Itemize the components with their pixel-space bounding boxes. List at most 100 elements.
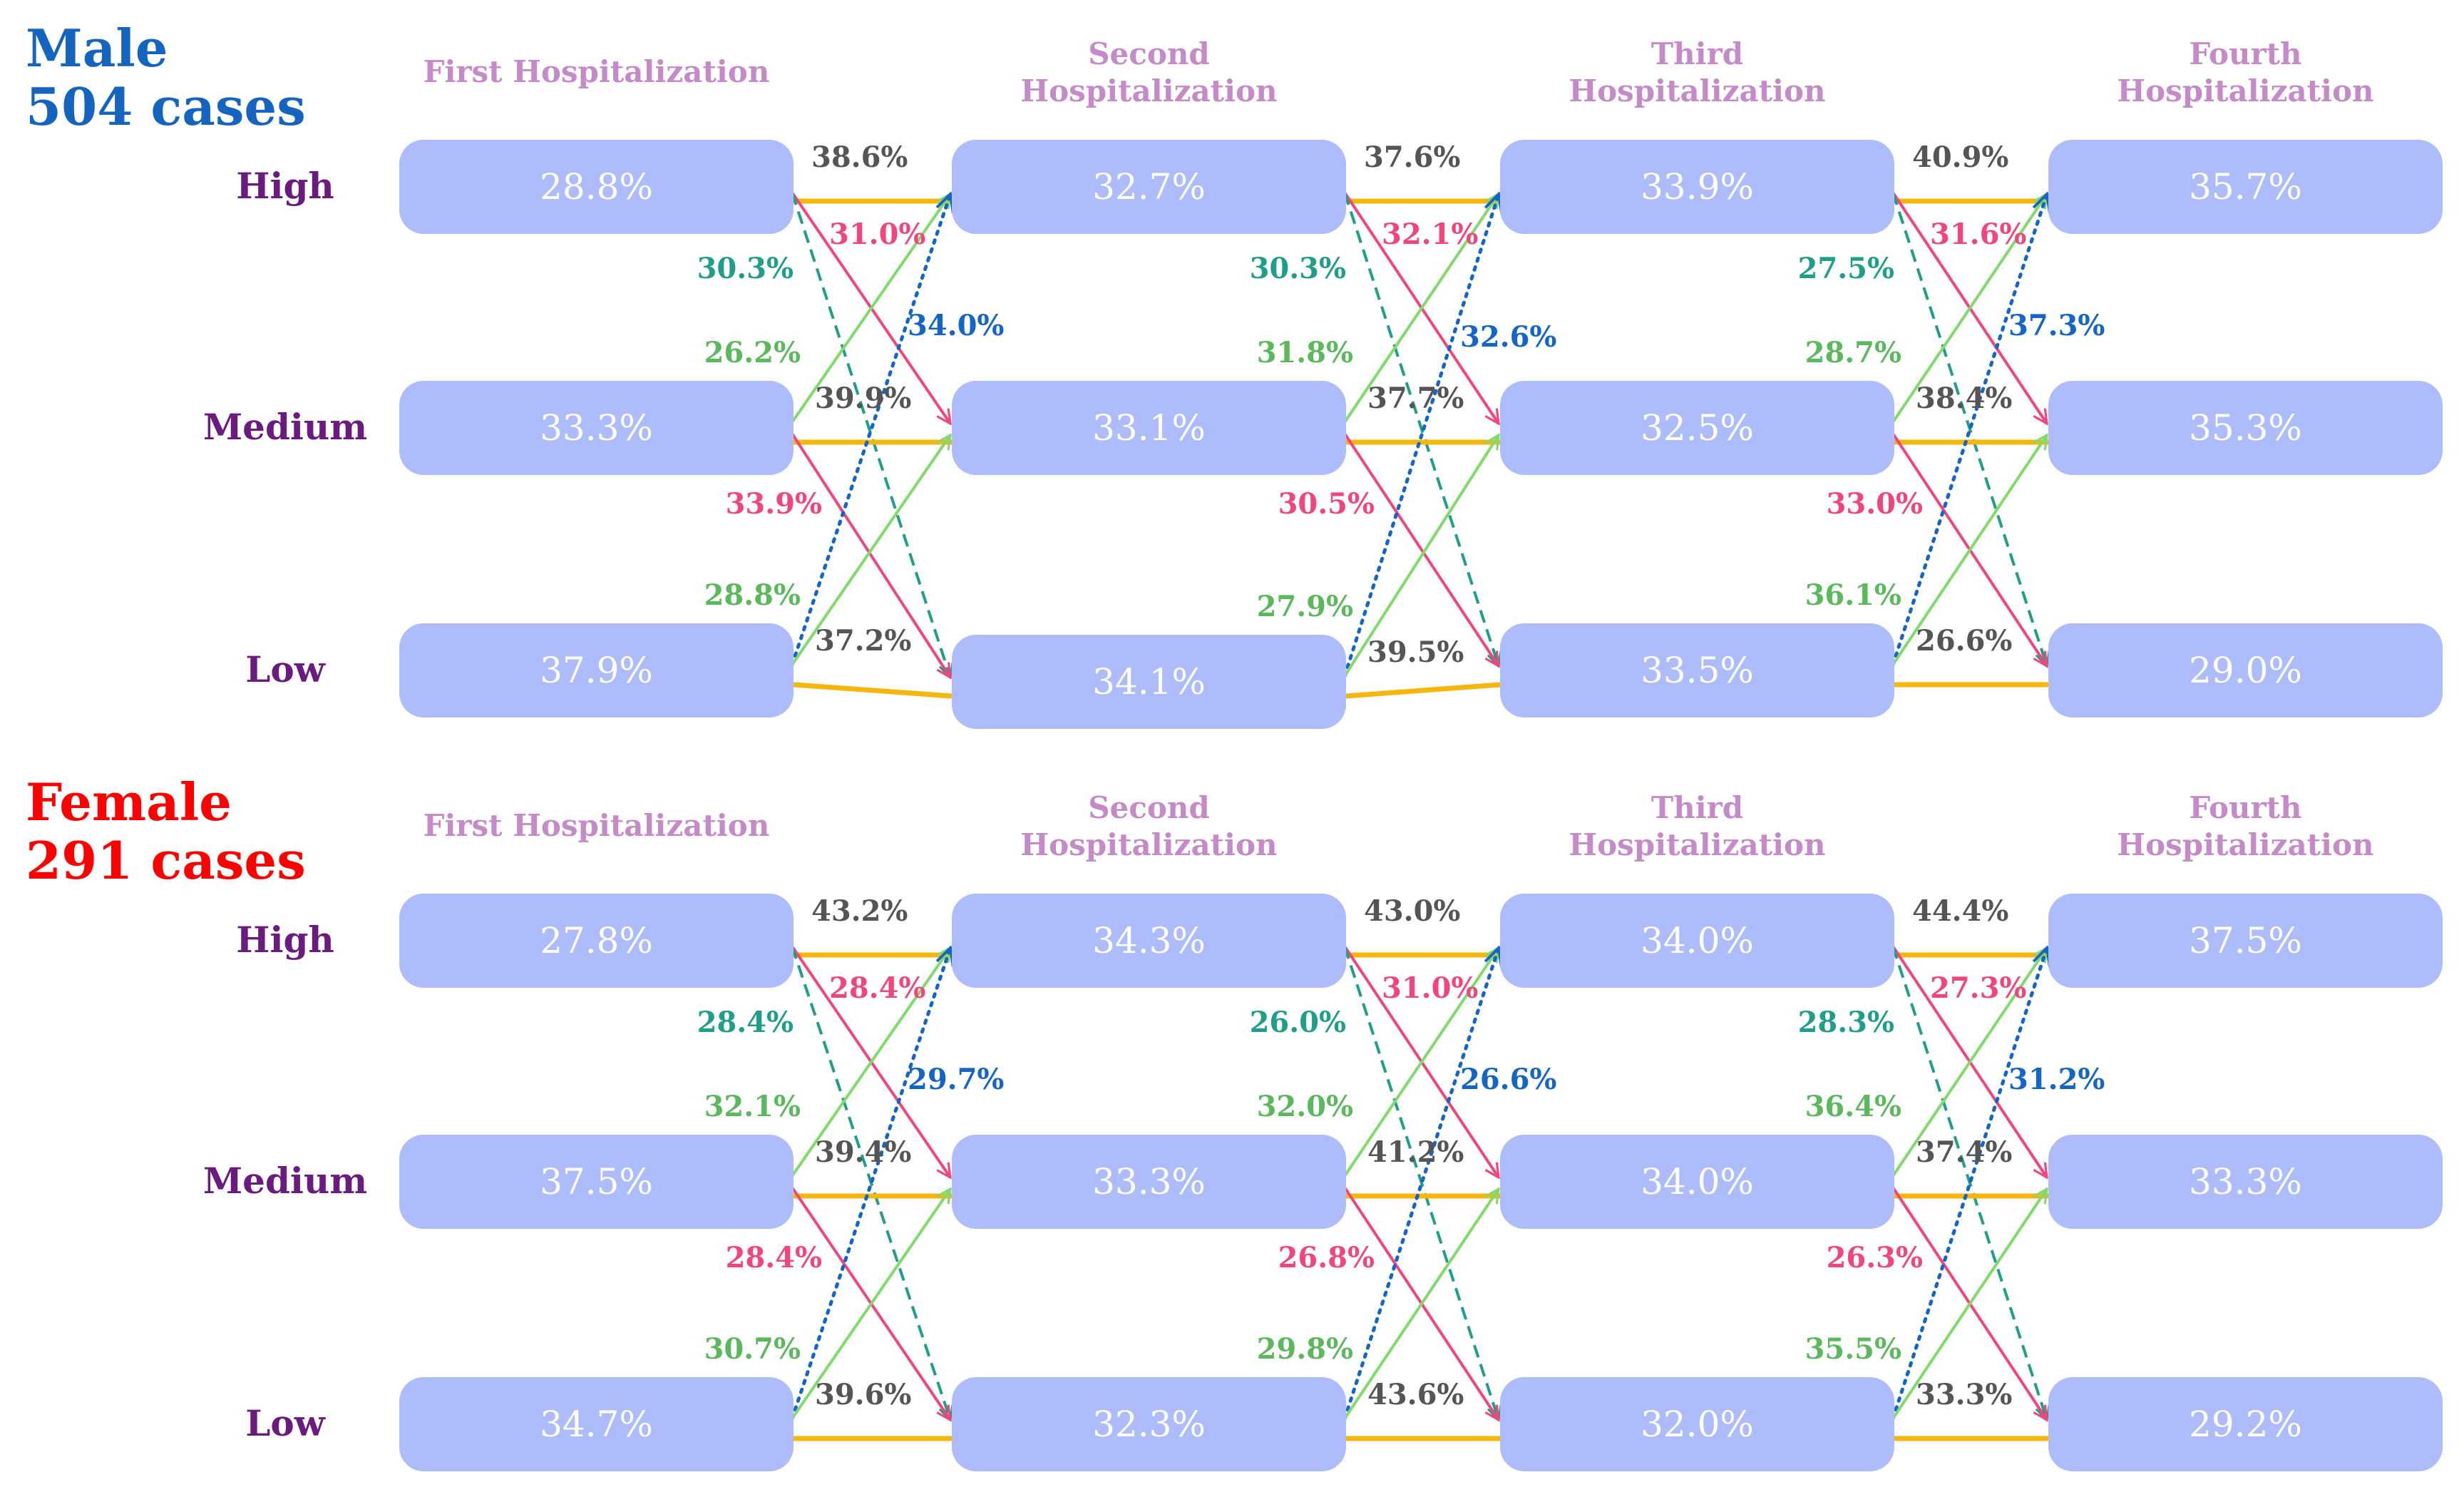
arrow-medium-to-low [791, 432, 950, 678]
arrow-low-to-medium [1343, 1189, 1499, 1420]
label-medium-to-high: 31.8% [1257, 336, 1353, 369]
label-medium-to-low: 33.0% [1827, 487, 1923, 521]
group-title: Male [26, 18, 168, 78]
group-case-count: 504 cases [26, 76, 306, 137]
node-box [399, 381, 794, 475]
node-box [399, 623, 794, 717]
label-high-to-high: 43.2% [811, 894, 908, 928]
node-box [399, 140, 794, 234]
label-medium-to-low: 26.3% [1827, 1241, 1923, 1274]
transition-labels: 43.2% 28.4% 28.4% 32.1% 39.4% 28.4% 29.7% 30.7%… [697, 894, 2105, 1411]
label-high-to-medium: 27.3% [1930, 971, 2026, 1005]
column-title: Fourth [2189, 790, 2301, 825]
node-value: 32.5% [1641, 407, 1754, 449]
label-low-to-medium: 29.8% [1257, 1332, 1353, 1366]
node-box [2048, 1377, 2443, 1471]
node-box [1500, 140, 1894, 234]
node-value: 34.0% [1641, 1161, 1754, 1202]
column-title: Hospitalization [1569, 73, 1825, 108]
label-medium-to-medium: 41.2% [1367, 1135, 1464, 1169]
label-medium-to-high: 28.7% [1805, 336, 1901, 369]
arrow-medium-to-high [1343, 194, 1499, 424]
row-label-medium: Medium [203, 1160, 367, 1202]
node-high: 35.7% [2048, 140, 2443, 234]
node-low: 34.1% [952, 635, 1346, 729]
node-value: 37.5% [2189, 920, 2302, 961]
arrow-medium-to-high [1891, 194, 2047, 424]
node-value: 37.5% [540, 1161, 653, 1202]
node-value: 29.0% [2189, 650, 2302, 691]
node-low: 29.0% [2048, 623, 2443, 717]
arrow-low-to-low [1345, 682, 1501, 699]
arrow-medium-to-high [1891, 948, 2047, 1177]
node-value: 34.1% [1092, 661, 1206, 702]
label-high-to-low: 30.3% [1250, 252, 1346, 285]
label-medium-to-low: 26.8% [1278, 1241, 1375, 1274]
label-low-to-high: 37.3% [2008, 309, 2105, 342]
label-low-to-high: 34.0% [908, 309, 1004, 342]
arrow-high-to-low [1891, 946, 2047, 1420]
node-box [1500, 381, 1894, 475]
column-title: Third [1651, 36, 1743, 71]
transition-labels: 38.6% 31.0% 30.3% 26.2% 39.9% 33.9% 34.0% 28.8%… [697, 140, 2105, 669]
node-value: 29.2% [2189, 1404, 2302, 1445]
column-title: Hospitalization [2117, 827, 2373, 862]
label-high-to-high: 43.0% [1364, 894, 1460, 928]
node-low: 32.3% [952, 1377, 1346, 1471]
transition-arrows [790, 192, 2048, 699]
node-value: 34.3% [1092, 920, 1206, 961]
node-medium: 33.3% [2048, 1135, 2443, 1229]
node-medium: 35.3% [2048, 381, 2443, 475]
node-box [1500, 623, 1894, 717]
label-low-to-medium: 28.8% [704, 578, 801, 612]
label-low-to-low: 39.6% [815, 1378, 911, 1411]
label-high-to-high: 44.4% [1912, 894, 2008, 928]
node-value: 33.9% [1641, 166, 1754, 208]
label-low-to-medium: 35.5% [1805, 1332, 1901, 1366]
node-low: 29.2% [2048, 1377, 2443, 1471]
node-box [952, 140, 1346, 234]
column-title: Hospitalization [1020, 73, 1277, 108]
label-low-to-high: 26.6% [1460, 1063, 1556, 1096]
row-label-high: High [236, 919, 334, 961]
label-low-to-high: 29.7% [908, 1063, 1004, 1096]
node-high: 28.8% [399, 140, 794, 234]
label-medium-to-medium: 38.4% [1916, 382, 2012, 415]
label-low-to-medium: 36.1% [1805, 578, 1901, 612]
node-value: 33.5% [1641, 650, 1754, 691]
label-high-to-low: 26.0% [1250, 1006, 1346, 1039]
node-high: 33.9% [1500, 140, 1894, 234]
column-title: Second [1088, 36, 1210, 71]
column-title: Hospitalization [1020, 827, 1277, 862]
node-medium: 37.5% [399, 1135, 794, 1229]
label-high-to-medium: 32.1% [1382, 218, 1478, 251]
arrow-low-to-medium [791, 435, 950, 666]
column-title: Hospitalization [1569, 827, 1825, 862]
arrow-medium-to-high [791, 948, 950, 1177]
node-box [2048, 1135, 2443, 1229]
label-high-to-low: 30.3% [697, 252, 794, 285]
label-high-to-medium: 28.4% [829, 971, 925, 1005]
arrow-high-to-low [791, 192, 950, 678]
label-high-to-medium: 31.6% [1930, 218, 2026, 251]
node-box [952, 1135, 1346, 1229]
label-low-to-low: 33.3% [1916, 1378, 2012, 1411]
label-high-to-low: 27.5% [1798, 252, 1894, 285]
arrow-low-to-low [793, 682, 953, 699]
label-low-to-low: 26.6% [1916, 624, 2012, 658]
group-title: Female [26, 772, 232, 832]
column-title: First Hospitalization [423, 54, 770, 89]
label-low-to-medium: 30.7% [704, 1332, 801, 1366]
node-value: 32.0% [1641, 1404, 1754, 1445]
column-title: Third [1651, 790, 1743, 825]
row-label-high: High [236, 165, 334, 207]
arrow-medium-to-high [791, 194, 950, 424]
node-value: 28.8% [540, 166, 653, 208]
node-value: 33.3% [1092, 1161, 1206, 1202]
node-medium: 32.5% [1500, 381, 1894, 475]
label-high-to-low: 28.3% [1798, 1006, 1894, 1039]
node-medium: 33.3% [952, 1135, 1346, 1229]
label-low-to-high: 32.6% [1460, 320, 1556, 354]
